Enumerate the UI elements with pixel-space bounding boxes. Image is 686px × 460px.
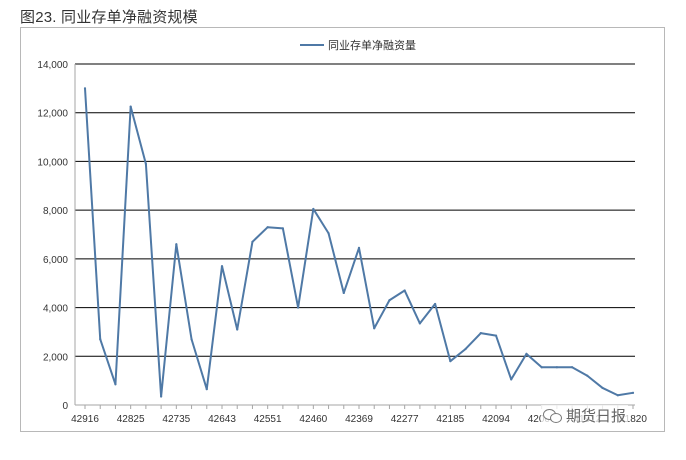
data-point <box>510 378 513 381</box>
legend-label: 同业存单净融资量 <box>328 38 416 52</box>
line-chart: 0 2,000 4,000 6,000 8,000 10,000 12,000 14,000 4… <box>37 38 647 425</box>
x-tick-label: 42460 <box>299 414 327 425</box>
wechat-icon <box>543 408 562 423</box>
x-tick-label: 42551 <box>254 414 282 425</box>
data-point <box>525 352 528 355</box>
data-point <box>540 366 543 369</box>
data-point <box>114 383 117 386</box>
y-tick-label: 8,000 <box>43 206 68 217</box>
data-point <box>342 291 345 295</box>
data-point <box>631 391 635 394</box>
data-point <box>616 394 619 397</box>
data-point <box>434 302 437 306</box>
data-point <box>99 338 102 341</box>
x-tick-label: 41820 <box>619 414 647 425</box>
legend: 同业存单净融资量 <box>300 38 416 52</box>
data-point <box>281 227 284 230</box>
data-point <box>297 306 300 309</box>
x-tick-label: 42094 <box>482 414 510 425</box>
y-tick-label: 14,000 <box>37 60 68 71</box>
figure-caption: 图23. 同业存单净融资规模 <box>20 9 198 26</box>
data-point <box>220 265 224 268</box>
data-point <box>494 334 498 337</box>
data-point <box>449 360 452 363</box>
data-point <box>555 366 558 369</box>
data-point <box>266 226 269 229</box>
wechat-watermark: 期货日报 <box>541 405 629 426</box>
data-point <box>479 332 482 335</box>
data-point <box>388 299 391 302</box>
series-layer <box>83 87 635 398</box>
axes: 0 2,000 4,000 6,000 8,000 10,000 12,000 14,000 4… <box>37 60 647 425</box>
data-point <box>236 328 239 331</box>
x-tick-label: 42185 <box>436 414 464 425</box>
x-tick-label: 42369 <box>345 414 373 425</box>
watermark-label: 期货日报 <box>566 408 627 425</box>
data-point <box>464 347 467 351</box>
y-tick-label: 4,000 <box>43 304 68 315</box>
x-tick-label: 42277 <box>391 414 419 425</box>
data-point <box>144 162 147 165</box>
data-point <box>571 366 574 369</box>
y-tick-label: 10,000 <box>37 157 68 168</box>
series-line <box>84 87 634 398</box>
data-point <box>601 386 604 390</box>
data-point <box>205 388 208 391</box>
data-point <box>373 327 376 330</box>
data-point <box>357 246 361 249</box>
chart-frame: 0 2,000 4,000 6,000 8,000 10,000 12,000 14,000 4… <box>20 27 665 432</box>
data-point <box>418 322 421 325</box>
data-point <box>403 289 406 292</box>
y-tick-label: 0 <box>62 401 68 412</box>
data-point <box>83 87 87 90</box>
data-point <box>586 374 589 377</box>
data-point <box>312 207 315 211</box>
y-tick-label: 2,000 <box>43 352 68 363</box>
y-tick-label: 6,000 <box>43 255 68 266</box>
data-point <box>251 240 254 243</box>
data-point <box>129 105 132 108</box>
x-tick-label: 42643 <box>208 414 236 425</box>
x-tick-label: 42825 <box>117 414 145 425</box>
y-tick-label: 12,000 <box>37 109 68 120</box>
data-point <box>327 232 330 235</box>
x-tick-label: 42916 <box>71 414 99 425</box>
data-point <box>160 395 163 398</box>
grid-lines <box>75 63 635 406</box>
data-point <box>175 243 178 246</box>
data-point <box>190 338 193 341</box>
x-tick-label: 42735 <box>162 414 190 425</box>
